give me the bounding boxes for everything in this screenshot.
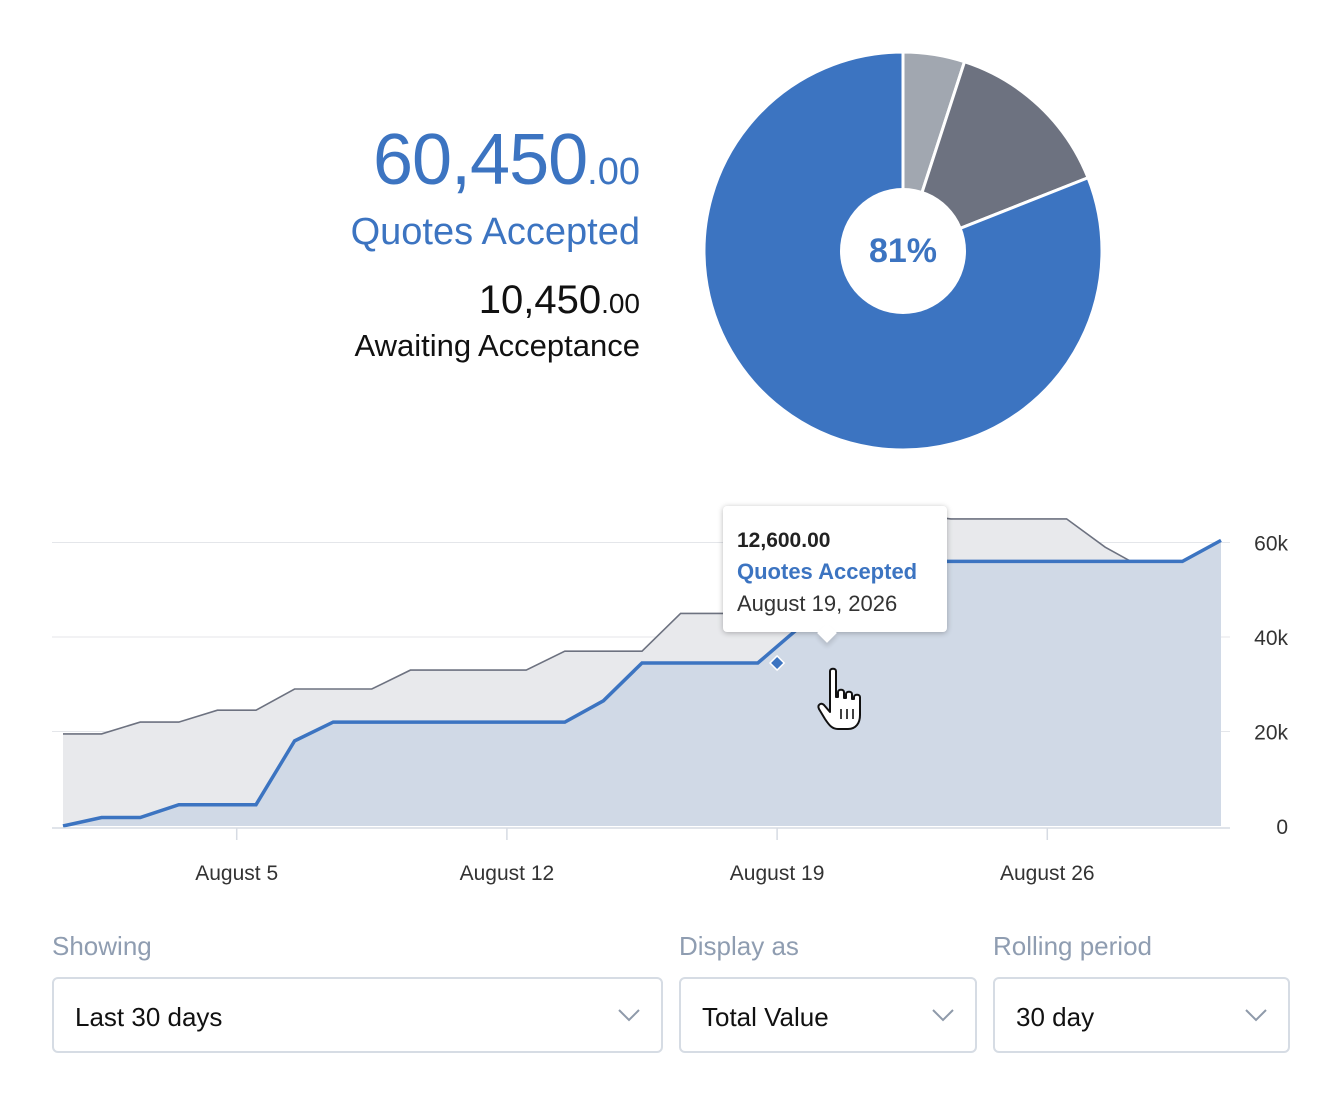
- awaiting-amount-decimal: .00: [601, 288, 640, 319]
- showing-select[interactable]: Last 30 days: [52, 977, 663, 1053]
- quotes-accepted-line: [62, 538, 1222, 828]
- chevron-down-icon: [618, 1009, 640, 1022]
- y-tick-label: 40k: [1254, 627, 1288, 650]
- chevron-down-icon: [932, 1009, 954, 1022]
- tooltip-value: 12,600.00: [737, 529, 831, 552]
- donut-center-label: 81%: [869, 232, 937, 270]
- x-tick-label: August 19: [730, 862, 825, 885]
- y-tick-label: 20k: [1254, 722, 1288, 745]
- display-as-label: Display as: [679, 931, 799, 961]
- rolling-period-value: 30 day: [1016, 1002, 1095, 1032]
- accepted-amount: 60,450.00: [351, 118, 640, 214]
- accepted-amount-integer: 60,450: [372, 120, 588, 200]
- donut-hole: [840, 188, 966, 314]
- rolling-period-select[interactable]: 30 day: [993, 977, 1290, 1053]
- awaiting-amount-integer: 10,450: [478, 278, 602, 322]
- chevron-down-icon: [1245, 1009, 1267, 1022]
- awaiting-amount: 10,450.00: [351, 276, 640, 328]
- x-tick-label: August 12: [460, 862, 555, 885]
- x-tick-label: August 26: [1000, 862, 1095, 885]
- quote-summary: 60,450.00 Quotes Accepted 10,450.00 Awai…: [351, 118, 640, 364]
- acceptance-donut-chart: 81%: [702, 50, 1104, 452]
- display-as-select[interactable]: Total Value: [679, 977, 977, 1053]
- tooltip-date: August 19, 2026: [737, 591, 898, 616]
- x-tick-label: August 5: [195, 862, 278, 885]
- hover-point-marker[interactable]: [768, 654, 786, 672]
- total-quotes-line: [63, 513, 1221, 735]
- hand-pointer-cursor-icon: [817, 667, 861, 730]
- display-as-value: Total Value: [702, 1002, 829, 1032]
- quotes-area-chart: August 5 August 12 August 19 August 26 0 20k…: [52, 513, 1288, 885]
- awaiting-label: Awaiting Acceptance: [354, 328, 640, 363]
- y-tick-label: 0: [1276, 816, 1288, 839]
- accepted-label: Quotes Accepted: [350, 211, 640, 253]
- showing-value: Last 30 days: [75, 1002, 223, 1032]
- y-tick-label: 60k: [1254, 533, 1288, 556]
- tooltip-series: Quotes Accepted: [737, 559, 918, 584]
- donut-slice-2: [901, 60, 1090, 253]
- chart-tooltip: 12,600.00 Quotes Accepted August 19, 202…: [723, 506, 947, 632]
- accepted-amount-decimal: .00: [587, 151, 640, 193]
- rolling-period-label: Rolling period: [993, 931, 1152, 961]
- showing-label: Showing: [52, 931, 152, 961]
